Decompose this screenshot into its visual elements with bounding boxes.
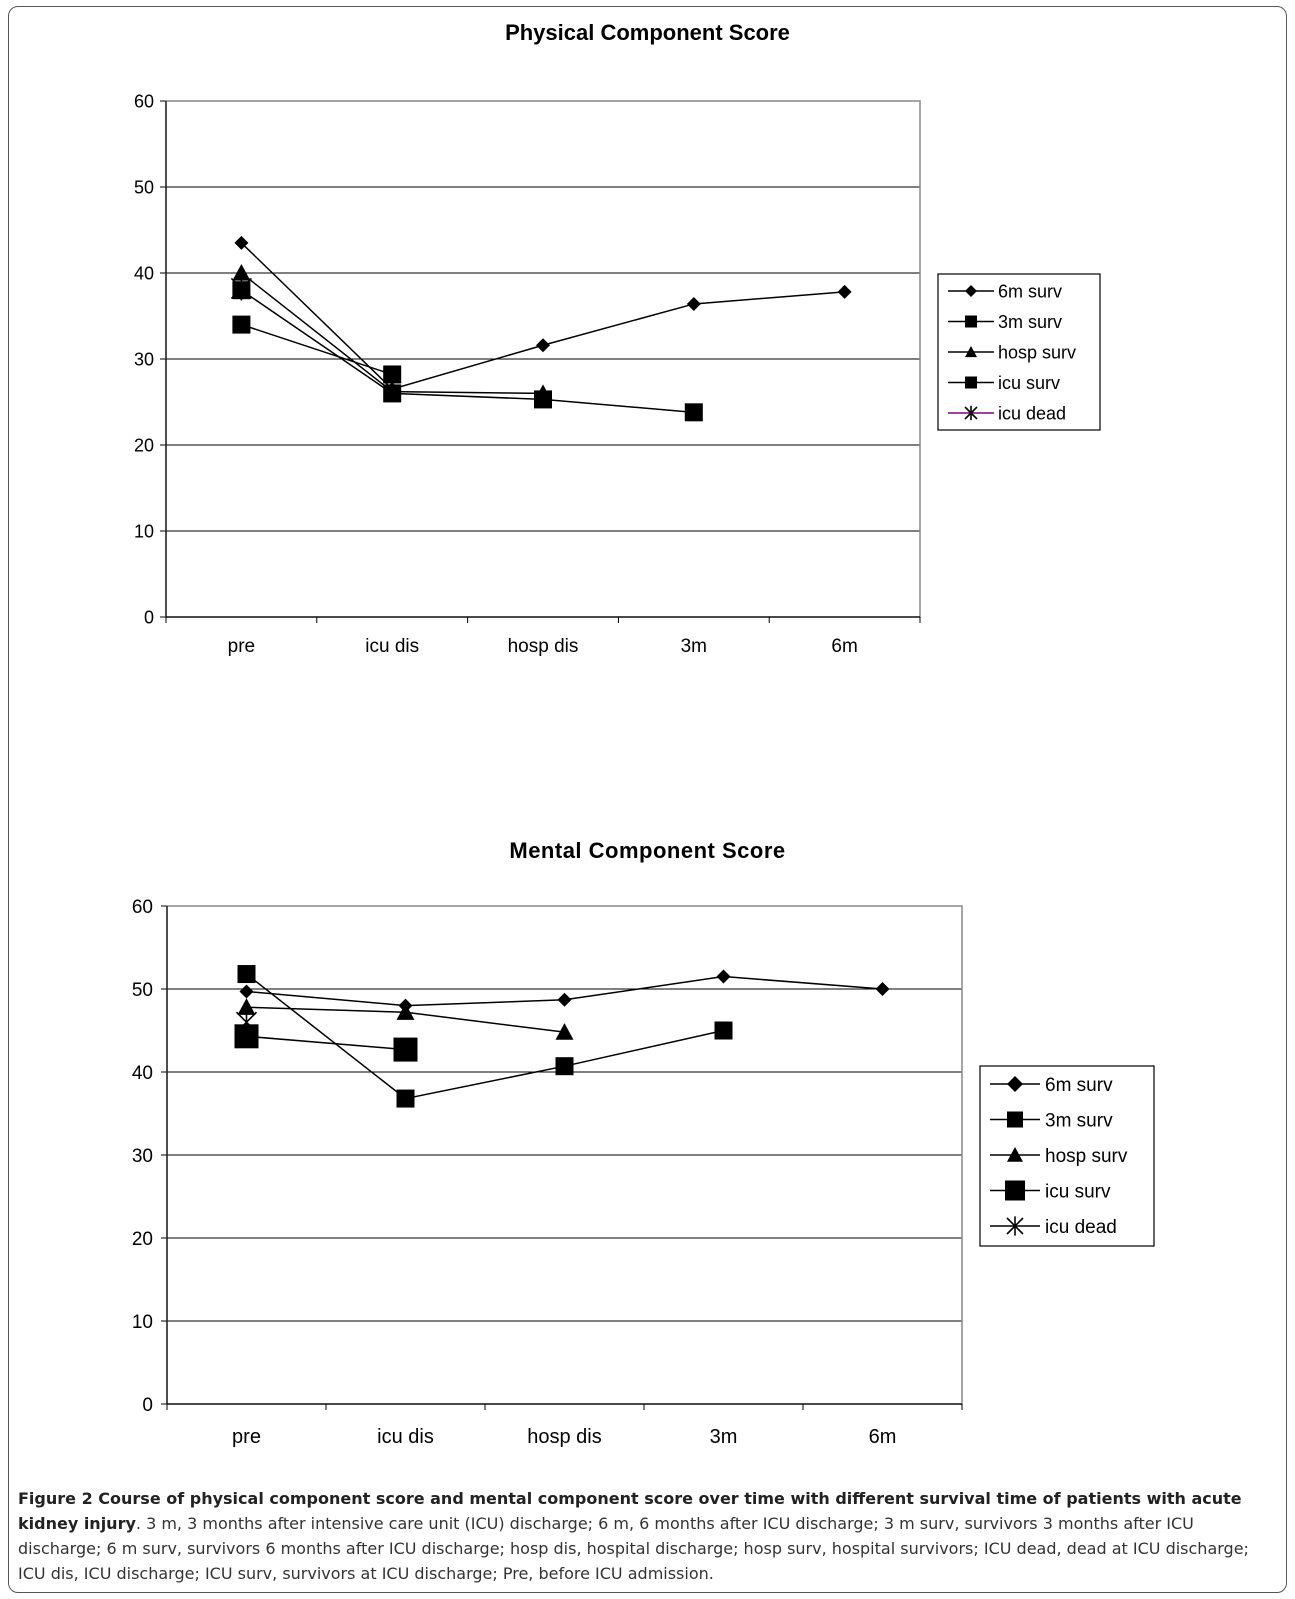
- legend-label-physical-component-score-hosp-surv: hosp surv: [998, 342, 1076, 362]
- data-point-mental-component-score-6m-surv-icu-dis: [398, 998, 413, 1013]
- legend-label-mental-component-score-3m-surv: 3m surv: [1045, 1110, 1113, 1131]
- legend-label-physical-component-score-6m-surv: 6m surv: [998, 281, 1062, 301]
- y-tick-label-mental-component-score-60: 60: [132, 897, 153, 918]
- y-tick-label-mental-component-score-30: 30: [132, 1146, 153, 1167]
- y-tick-label-physical-component-score-60: 60: [134, 91, 154, 111]
- data-point-mental-component-score-hosp-surv-pre: [237, 998, 256, 1015]
- data-point-physical-component-score-hosp-surv-pre: [232, 264, 251, 281]
- data-point-physical-component-score-6m-surv-icu-dis: [385, 382, 400, 397]
- data-point-mental-component-score-icu-surv-pre: [234, 1024, 259, 1049]
- legend-label-physical-component-score-3m-surv: 3m surv: [998, 312, 1062, 332]
- legend-marker-physical-component-score-hosp-surv: [965, 346, 977, 358]
- y-tick-label-physical-component-score-20: 20: [134, 435, 154, 455]
- data-point-mental-component-score-3m-surv-hosp-dis: [555, 1057, 574, 1076]
- legend-mental-component-score: [979, 1065, 1155, 1247]
- figure-frame: [8, 6, 1287, 1593]
- x-tick-label-mental-component-score-icu-dis: icu dis: [377, 1426, 434, 1448]
- series-line-physical-component-score-3m-surv: [240, 289, 694, 414]
- y-tick-label-mental-component-score-20: 20: [132, 1229, 153, 1250]
- y-tick-label-mental-component-score-50: 50: [132, 980, 153, 1001]
- caption-label: Figure 2 Course of physical component sc…: [18, 1489, 1242, 1533]
- figure-caption: Figure 2 Course of physical component sc…: [18, 1486, 1280, 1586]
- legend-marker-mental-component-score-icu-surv: [1005, 1180, 1025, 1201]
- figure-charts: 0 10 20 30 40 50 60 pre icu dis hosp dis 3m 6m 6m su…: [132, 91, 1155, 1448]
- legend-marker-physical-component-score-3m-surv: [965, 315, 977, 328]
- data-point-physical-component-score-3m-surv-3m: [684, 403, 703, 422]
- legend-label-mental-component-score-icu-dead: icu dead: [1045, 1217, 1117, 1238]
- data-point-physical-component-score-6m-surv-hosp-dis: [536, 338, 550, 353]
- series-line-physical-component-score-6m-surv: [240, 242, 845, 390]
- data-point-mental-component-score-icu-surv-icu-dis: [393, 1037, 418, 1062]
- legend-marker-physical-component-score-6m-surv: [965, 285, 977, 297]
- y-tick-label-mental-component-score-0: 0: [142, 1395, 153, 1416]
- x-tick-label-mental-component-score-pre: pre: [232, 1426, 261, 1448]
- data-point-mental-component-score-6m-surv-hosp-dis: [557, 992, 572, 1007]
- y-tick-label-mental-component-score-40: 40: [132, 1063, 153, 1084]
- legend-marker-physical-component-score-icu-surv: [965, 376, 977, 389]
- data-point-physical-component-score-3m-surv-pre: [232, 281, 251, 300]
- series-line-mental-component-score-icu-surv: [246, 1035, 406, 1051]
- chart-title-mental: Mental Component Score: [509, 838, 786, 863]
- legend-label-mental-component-score-6m-surv: 6m surv: [1045, 1075, 1113, 1096]
- legend-label-mental-component-score-icu-surv: icu surv: [1045, 1181, 1111, 1202]
- x-tick-label-physical-component-score-6m: 6m: [831, 636, 857, 657]
- data-point-mental-component-score-hosp-surv-hosp-dis: [555, 1023, 574, 1040]
- data-point-physical-component-score-icu-surv-pre: [232, 315, 251, 334]
- y-tick-label-physical-component-score-0: 0: [144, 607, 154, 627]
- x-tick-label-physical-component-score-3m: 3m: [681, 636, 707, 657]
- legend-label-physical-component-score-icu-dead: icu dead: [998, 403, 1066, 423]
- chart-title-physical: Physical Component Score: [505, 20, 790, 45]
- y-tick-label-physical-component-score-40: 40: [134, 263, 154, 283]
- legend-label-mental-component-score-hosp-surv: hosp surv: [1045, 1146, 1128, 1167]
- data-point-mental-component-score-3m-surv-3m: [714, 1021, 733, 1040]
- x-tick-label-mental-component-score-6m: 6m: [869, 1426, 897, 1448]
- caption-text: . 3 m, 3 months after intensive care uni…: [18, 1514, 1249, 1583]
- legend-marker-mental-component-score-hosp-surv: [1007, 1147, 1023, 1162]
- data-point-physical-component-score-6m-surv-pre: [234, 235, 249, 250]
- legend-marker-mental-component-score-3m-surv: [1007, 1111, 1023, 1128]
- y-tick-label-physical-component-score-10: 10: [134, 521, 154, 541]
- data-point-mental-component-score-3m-surv-icu-dis: [396, 1089, 415, 1108]
- data-point-physical-component-score-6m-surv-6m: [837, 284, 852, 299]
- series-line-physical-component-score-icu-surv: [241, 323, 393, 376]
- series-line-mental-component-score-3m-surv: [246, 973, 724, 1100]
- legend-marker-mental-component-score-icu-dead: [1006, 1216, 1024, 1236]
- data-point-physical-component-score-icu-surv-icu-dis: [383, 365, 402, 384]
- data-point-mental-component-score-3m-surv-pre: [237, 965, 256, 984]
- data-point-physical-component-score-3m-surv-hosp-dis: [534, 390, 552, 409]
- y-tick-label-physical-component-score-50: 50: [134, 177, 154, 197]
- x-tick-label-physical-component-score-icu-dis: icu dis: [365, 636, 419, 657]
- data-point-mental-component-score-6m-surv-6m: [875, 982, 890, 996]
- x-tick-label-physical-component-score-hosp-dis: hosp dis: [508, 636, 579, 657]
- legend-marker-physical-component-score-icu-dead: [964, 405, 978, 421]
- data-point-mental-component-score-6m-surv-pre: [239, 984, 254, 999]
- data-point-mental-component-score-6m-surv-3m: [716, 969, 731, 984]
- legend-marker-mental-component-score-6m-surv: [1007, 1076, 1023, 1092]
- x-tick-label-mental-component-score-3m: 3m: [710, 1426, 738, 1448]
- y-tick-label-physical-component-score-30: 30: [134, 349, 154, 369]
- legend-label-physical-component-score-icu-surv: icu surv: [998, 373, 1060, 393]
- x-tick-label-mental-component-score-hosp-dis: hosp dis: [527, 1426, 602, 1448]
- x-tick-label-physical-component-score-pre: pre: [228, 636, 255, 657]
- y-tick-label-mental-component-score-10: 10: [132, 1312, 153, 1333]
- data-point-physical-component-score-6m-surv-3m: [686, 296, 701, 311]
